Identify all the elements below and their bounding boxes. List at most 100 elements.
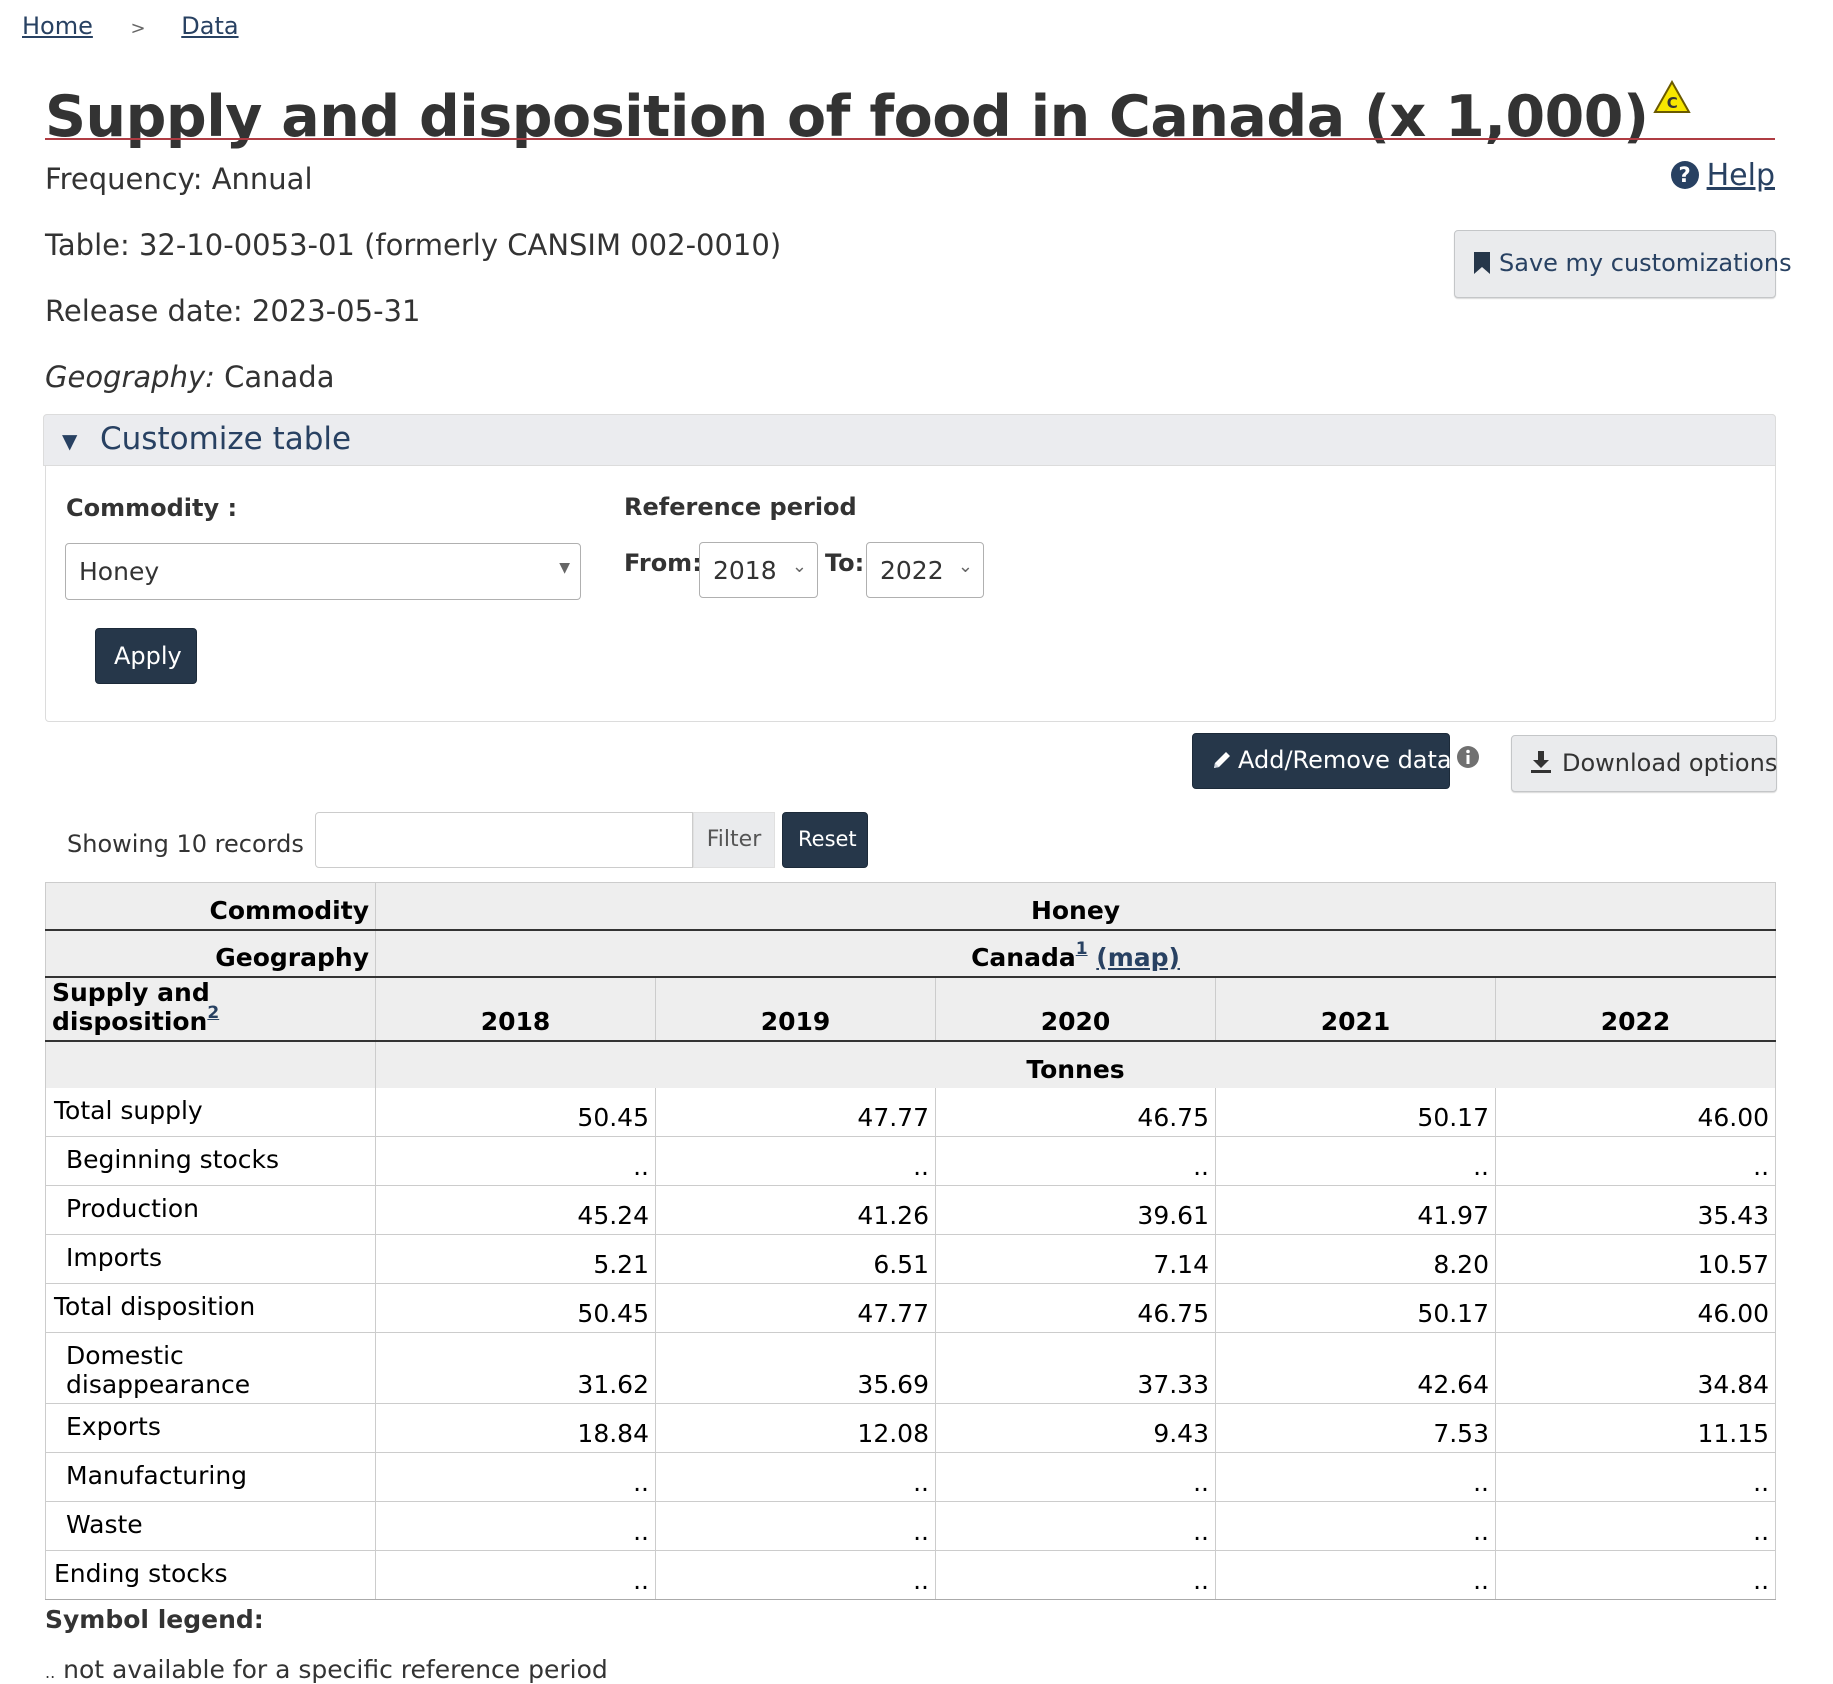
footnote-2-link[interactable]: 2 [207, 1002, 220, 1023]
reset-button[interactable]: Reset [782, 812, 868, 868]
table-cell: 41.97 [1215, 1185, 1496, 1235]
filter-button[interactable]: Filter [693, 812, 775, 868]
breadcrumb: Home > Data [22, 12, 239, 40]
table-cell: 47.77 [655, 1283, 936, 1333]
table-cell: .. [375, 1452, 656, 1502]
table-row: Total disposition 50.45 47.77 46.75 50.17 46.… [45, 1283, 1777, 1333]
table-cell: .. [1215, 1501, 1496, 1551]
commodity-select[interactable]: Honey ▼ [65, 543, 581, 600]
table-body: Total supply 50.45 47.77 46.75 50.17 46.00 Beg… [45, 1087, 1777, 1600]
table-cell: .. [375, 1550, 656, 1600]
from-year-select[interactable]: 2018 ⌄ [699, 542, 818, 598]
svg-text:C: C [1666, 94, 1677, 112]
help-label: Help [1706, 158, 1775, 193]
map-link[interactable]: (map) [1096, 942, 1180, 972]
geography-header: Geography [45, 929, 376, 978]
row-label: Manufacturing [45, 1452, 376, 1502]
table-cell: .. [1494, 1452, 1777, 1502]
download-icon [1530, 750, 1552, 778]
release-date-line: Release date: 2023-05-31 [45, 294, 421, 328]
help-link[interactable]: ? Help [1670, 158, 1775, 193]
table-cell: .. [1494, 1501, 1777, 1551]
download-options-button[interactable]: Download options [1511, 735, 1777, 792]
info-circle-icon[interactable] [1456, 745, 1480, 773]
table-row: Ending stocks.......... [45, 1550, 1777, 1600]
to-label: To: [825, 549, 865, 577]
caution-triangle-icon[interactable]: C [1652, 62, 1691, 128]
symbol-legend-description: not available for a specific reference p… [63, 1655, 608, 1684]
breadcrumb-separator: > [130, 18, 146, 39]
table-row: Beginning stocks.......... [45, 1136, 1777, 1186]
table-cell: .. [655, 1452, 936, 1502]
footnote-1-link[interactable]: 1 [1075, 938, 1088, 959]
table-cell: .. [655, 1136, 936, 1186]
table-cell: .. [935, 1550, 1216, 1600]
table-cell: 10.57 [1494, 1234, 1777, 1284]
commodity-value-header: Honey [374, 882, 1777, 931]
table-cell: .. [1215, 1550, 1496, 1600]
table-cell: 34.84 [1494, 1332, 1777, 1404]
customize-table-label: Customize table [100, 421, 352, 457]
table-cell: 9.43 [935, 1403, 1216, 1453]
row-label: Exports [45, 1403, 376, 1453]
table-cell: 45.24 [375, 1185, 656, 1235]
apply-button[interactable]: Apply [95, 628, 197, 684]
unit-header-empty [45, 1040, 376, 1088]
frequency-value: Annual [211, 162, 313, 196]
breadcrumb-home-link[interactable]: Home [22, 12, 93, 40]
table-cell: 11.15 [1494, 1403, 1777, 1453]
table-cell: 7.53 [1215, 1403, 1496, 1453]
to-year-select[interactable]: 2022 ⌄ [866, 542, 984, 598]
page-title-text: Supply and disposition of food in Canada… [45, 84, 1649, 150]
table-cell: 35.43 [1494, 1185, 1777, 1235]
table-cell: 47.77 [655, 1087, 936, 1137]
table-cell: 5.21 [375, 1234, 656, 1284]
chevron-down-icon: ⌄ [791, 556, 807, 577]
table-cell: .. [1494, 1136, 1777, 1186]
download-options-label: Download options [1562, 749, 1778, 777]
table-cell: 50.45 [375, 1087, 656, 1137]
geography-value-header: Canada1 (map) [374, 929, 1777, 978]
table-cell: .. [655, 1501, 936, 1551]
commodity-select-value: Honey [79, 557, 160, 586]
add-remove-data-button[interactable]: Add/Remove data [1192, 733, 1452, 789]
table-cell: 31.62 [375, 1332, 656, 1404]
commodity-label: Commodity : [66, 494, 238, 522]
table-cell: 35.69 [655, 1332, 936, 1404]
frequency-label: Frequency: [45, 162, 203, 196]
row-label: Total supply [45, 1087, 376, 1137]
from-label: From: [624, 549, 702, 577]
table-cell: 41.26 [655, 1185, 936, 1235]
table-cell: 50.17 [1215, 1087, 1496, 1137]
table-cell: 46.00 [1494, 1087, 1777, 1137]
reference-period-label: Reference period [624, 493, 857, 521]
row-label: Imports [45, 1234, 376, 1284]
to-year-value: 2022 [880, 556, 944, 585]
table-cell: 50.17 [1215, 1283, 1496, 1333]
geography-value: Canada [224, 360, 335, 394]
customize-table-toggle[interactable]: ▼ Customize table [43, 414, 1776, 466]
frequency-line: Frequency: Annual [45, 162, 313, 196]
table-cell: 7.14 [935, 1234, 1216, 1284]
table-cell: .. [655, 1550, 936, 1600]
question-circle-icon: ? [1670, 161, 1699, 189]
pencil-icon [1211, 749, 1233, 775]
data-table: Commodity Honey Geography Canada1 (map) … [45, 882, 1777, 1600]
breadcrumb-data-link[interactable]: Data [181, 12, 239, 40]
apply-label: Apply [114, 642, 182, 670]
commodity-header: Commodity [45, 882, 376, 931]
records-count: Showing 10 records [67, 830, 304, 858]
year-header: 2022 [1494, 976, 1777, 1042]
row-label: Beginning stocks [45, 1136, 376, 1186]
unit-header-row: Tonnes [45, 1040, 1777, 1088]
from-year-value: 2018 [713, 556, 777, 585]
table-row: Imports 5.21 6.51 7.14 8.20 10.57 [45, 1234, 1777, 1284]
table-cell: 37.33 [935, 1332, 1216, 1404]
add-remove-data-label: Add/Remove data [1238, 746, 1452, 774]
save-customizations-button[interactable]: Save my customizations [1454, 230, 1792, 298]
table-cell: 42.64 [1215, 1332, 1496, 1404]
geography-value: Canada [971, 942, 1076, 972]
filter-input[interactable] [315, 812, 693, 868]
table-cell: .. [1494, 1550, 1777, 1600]
table-row: Exports 18.84 12.08 9.43 7.53 11.15 [45, 1403, 1777, 1453]
